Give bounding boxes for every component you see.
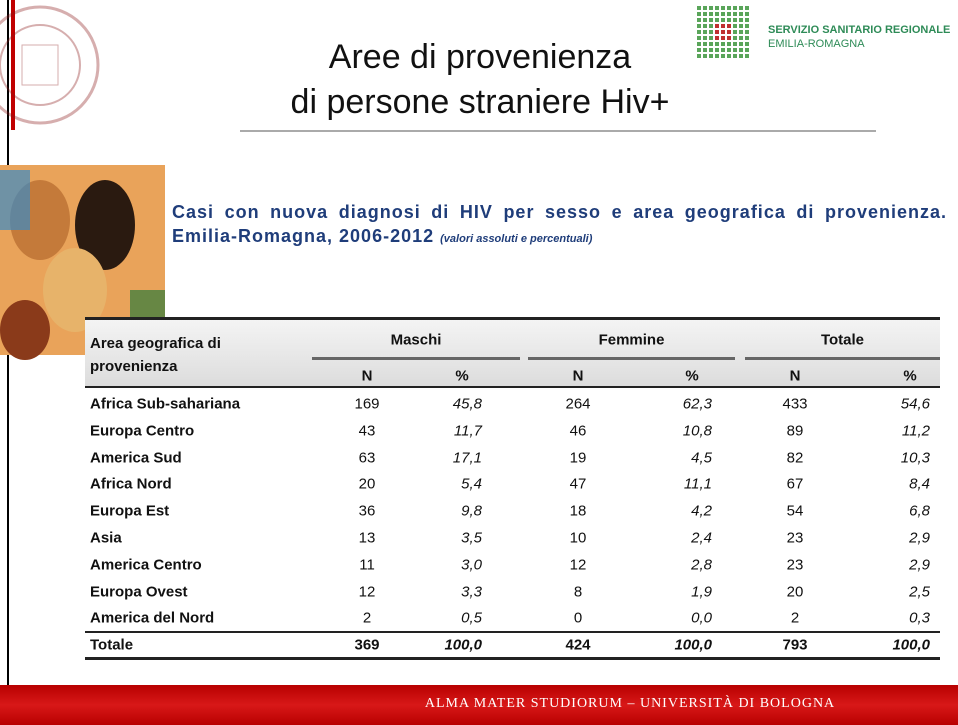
count-cell: 19 bbox=[570, 449, 587, 466]
count-cell: 433 bbox=[782, 396, 807, 413]
percent-cell: 2,4 bbox=[691, 530, 712, 547]
subheader: % bbox=[455, 368, 468, 385]
rule bbox=[85, 317, 940, 320]
rule bbox=[85, 657, 940, 660]
subheader: N bbox=[362, 368, 373, 385]
row-label: Africa Sub-sahariana bbox=[90, 396, 240, 413]
percent-cell: 4,5 bbox=[691, 449, 712, 466]
row-label: America del Nord bbox=[90, 610, 214, 627]
percent-cell: 2,5 bbox=[909, 583, 930, 600]
count-cell: 2 bbox=[791, 610, 799, 627]
percent-cell: 54,6 bbox=[901, 396, 930, 413]
row-label: Europa Est bbox=[90, 503, 169, 520]
percent-cell: 9,8 bbox=[461, 503, 482, 520]
percent-cell: 11,7 bbox=[454, 422, 482, 439]
count-cell: 23 bbox=[787, 530, 804, 547]
percent-cell: 17,1 bbox=[453, 449, 482, 466]
percent-cell: 11,2 bbox=[902, 422, 930, 439]
count-cell: 36 bbox=[359, 503, 376, 520]
group-header: Maschi bbox=[391, 332, 442, 349]
percent-cell: 8,4 bbox=[909, 476, 930, 493]
count-cell: 63 bbox=[359, 449, 376, 466]
count-cell: 54 bbox=[787, 503, 804, 520]
percent-cell: 0,3 bbox=[909, 610, 930, 627]
row-label: Europa Ovest bbox=[90, 583, 188, 600]
count-cell: 12 bbox=[359, 583, 376, 600]
percent-cell: 10,8 bbox=[683, 422, 712, 439]
count-cell: 8 bbox=[574, 583, 582, 600]
count-cell: 18 bbox=[570, 503, 587, 520]
row-label: America Centro bbox=[90, 556, 202, 573]
percent-cell: 3,5 bbox=[461, 530, 482, 547]
percent-cell: 2,9 bbox=[909, 556, 930, 573]
count-cell: 369 bbox=[354, 637, 379, 654]
table: Area geografica di provenienza Maschi N% Fe… bbox=[0, 0, 958, 685]
percent-cell: 62,3 bbox=[683, 396, 712, 413]
group-rule bbox=[312, 357, 520, 360]
count-cell: 11 bbox=[359, 556, 375, 573]
row-label: Totale bbox=[90, 637, 133, 654]
percent-cell: 100,0 bbox=[444, 637, 482, 654]
count-cell: 793 bbox=[782, 637, 807, 654]
count-cell: 43 bbox=[359, 422, 376, 439]
percent-cell: 100,0 bbox=[892, 637, 930, 654]
subheader: N bbox=[790, 368, 801, 385]
footer-text: ALMA MATER STUDIORUM – UNIVERSITÀ DI BOL… bbox=[300, 696, 958, 712]
percent-cell: 5,4 bbox=[461, 476, 482, 493]
group-header: Femmine bbox=[599, 332, 665, 349]
count-cell: 20 bbox=[359, 476, 376, 493]
subheader: % bbox=[685, 368, 698, 385]
row-label: Africa Nord bbox=[90, 476, 172, 493]
row-label: Asia bbox=[90, 530, 122, 547]
count-cell: 12 bbox=[570, 556, 587, 573]
count-cell: 89 bbox=[787, 422, 804, 439]
group-rule bbox=[745, 357, 940, 360]
count-cell: 23 bbox=[787, 556, 804, 573]
percent-cell: 2,8 bbox=[691, 556, 712, 573]
row-label: America Sud bbox=[90, 449, 182, 466]
percent-cell: 0,5 bbox=[461, 610, 482, 627]
group-rule bbox=[528, 357, 735, 360]
count-cell: 424 bbox=[565, 637, 590, 654]
count-cell: 67 bbox=[787, 476, 804, 493]
percent-cell: 3,0 bbox=[461, 556, 482, 573]
count-cell: 82 bbox=[787, 449, 804, 466]
subheader: N bbox=[573, 368, 584, 385]
percent-cell: 11,1 bbox=[684, 476, 712, 493]
percent-cell: 45,8 bbox=[453, 396, 482, 413]
count-cell: 10 bbox=[570, 530, 587, 547]
count-cell: 2 bbox=[363, 610, 371, 627]
percent-cell: 1,9 bbox=[691, 583, 712, 600]
percent-cell: 100,0 bbox=[674, 637, 712, 654]
rule bbox=[85, 386, 940, 388]
percent-cell: 2,9 bbox=[909, 530, 930, 547]
percent-cell: 3,3 bbox=[461, 583, 482, 600]
group-header: Totale bbox=[821, 332, 864, 349]
count-cell: 47 bbox=[570, 476, 587, 493]
count-cell: 0 bbox=[574, 610, 582, 627]
rule bbox=[85, 631, 940, 633]
percent-cell: 6,8 bbox=[909, 503, 930, 520]
count-cell: 169 bbox=[354, 396, 379, 413]
percent-cell: 4,2 bbox=[691, 503, 712, 520]
count-cell: 46 bbox=[570, 422, 587, 439]
percent-cell: 0,0 bbox=[691, 610, 712, 627]
slide: Aree di provenienza di persone straniere… bbox=[0, 0, 958, 725]
count-cell: 13 bbox=[359, 530, 376, 547]
count-cell: 264 bbox=[565, 396, 590, 413]
count-cell: 20 bbox=[787, 583, 804, 600]
percent-cell: 10,3 bbox=[901, 449, 930, 466]
row-label: Europa Centro bbox=[90, 422, 194, 439]
subheader: % bbox=[903, 368, 916, 385]
area-header: Area geografica di provenienza bbox=[90, 332, 255, 378]
